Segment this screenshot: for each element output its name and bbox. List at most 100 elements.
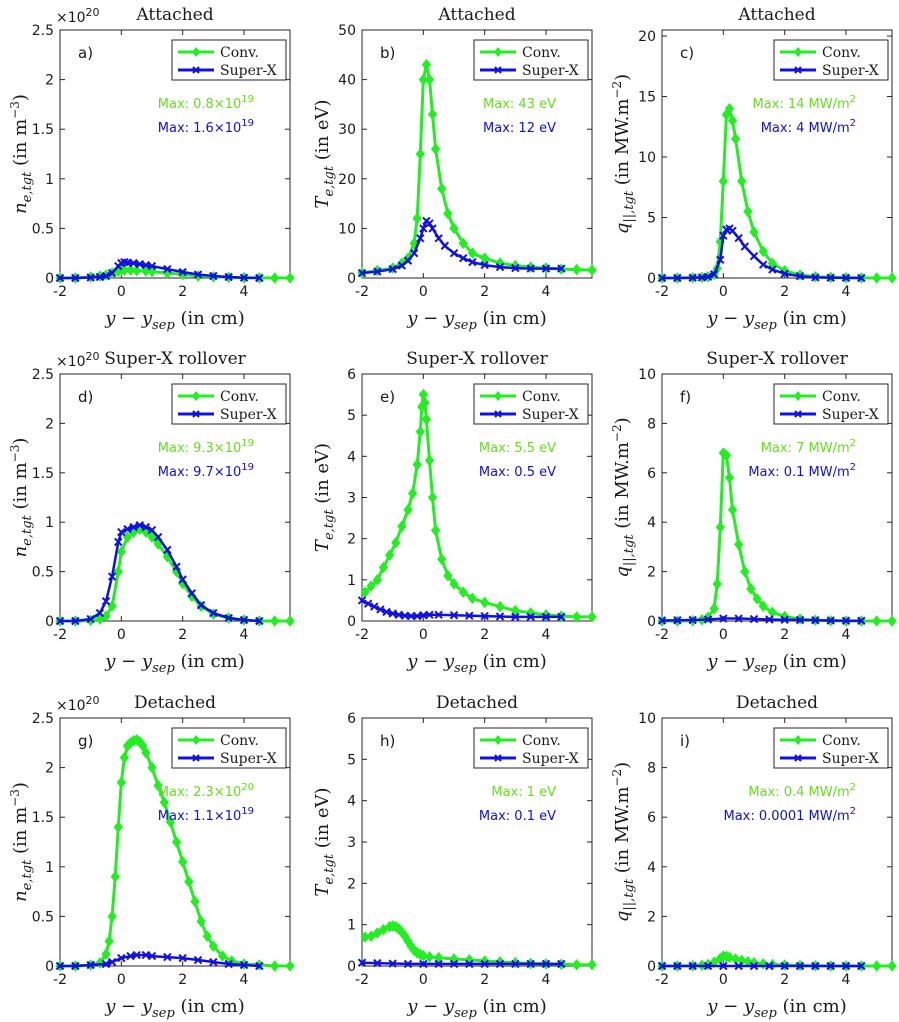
y-tick-label: 2: [347, 532, 356, 548]
legend-box: [773, 39, 889, 81]
data-point: [758, 600, 768, 612]
data-point: [740, 565, 750, 578]
y-tick-label: 2.5: [32, 711, 54, 727]
max-annotation-conv: Max: 0.4 MW/m2: [748, 782, 856, 800]
legend-box: [473, 727, 589, 769]
data-point: [737, 175, 747, 188]
legend-marker-conv: [494, 391, 502, 401]
y-tick-label: 0.5: [32, 221, 54, 237]
x-tick-label: -2: [53, 284, 67, 300]
data-point: [495, 612, 505, 621]
max-annotation-conv: Max: 9.3×1019: [158, 438, 254, 456]
data-point: [495, 959, 505, 969]
x-tick-label: 0: [419, 627, 428, 643]
y-tick-label: 0: [647, 614, 656, 630]
max-annotation-superx: Max: 4 MW/m2: [761, 118, 856, 136]
data-point: [107, 957, 117, 967]
data-point: [95, 272, 105, 282]
series-superx: [55, 950, 264, 971]
data-point: [749, 961, 759, 971]
x-tick-label: 2: [780, 972, 789, 988]
data-point: [357, 596, 367, 605]
data-point: [437, 553, 447, 566]
data-point: [196, 600, 206, 610]
y-tick-label: 6: [347, 367, 356, 383]
data-point: [480, 596, 490, 609]
data-point: [719, 614, 728, 623]
data-point: [688, 615, 697, 625]
y-tick-label: 20: [338, 172, 356, 188]
x-tick-label: 0: [719, 972, 728, 988]
series-superx: [357, 216, 566, 278]
data-point: [95, 608, 105, 618]
x-tick-label: 2: [480, 284, 489, 300]
data-point: [826, 616, 835, 625]
legend: Conv. Super-X: [171, 39, 287, 81]
data-point: [113, 565, 123, 578]
legend: Conv. Super-X: [773, 39, 889, 81]
data-point: [141, 260, 151, 270]
legend-label-superx: Super-X: [522, 407, 579, 423]
data-point: [132, 950, 141, 960]
data-point: [187, 589, 197, 598]
y-tick-label: 0: [45, 959, 54, 975]
data-point: [193, 955, 203, 965]
max-annotation-conv: Max: 43 eV: [483, 97, 556, 112]
y-multiplier: ×1020: [56, 6, 100, 26]
data-point: [749, 614, 759, 624]
legend-marker-conv: [494, 735, 502, 745]
x-tick-label: 2: [178, 284, 187, 300]
x-tick-label: 2: [780, 284, 789, 300]
data-point: [224, 613, 233, 623]
y-tick-label: 1: [347, 573, 356, 589]
data-point: [712, 578, 722, 590]
y-tick-label: 6: [647, 466, 656, 482]
data-point: [71, 273, 80, 283]
data-point: [165, 816, 176, 828]
data-point: [117, 953, 126, 963]
data-point: [572, 611, 582, 623]
max-annotation-superx: Max: 1.6×1019: [158, 118, 254, 136]
max-annotation-conv: Max: 7 MW/m2: [761, 438, 856, 456]
y-tick-label: 0: [45, 614, 54, 630]
y-axis-label: ne,tgt (in m−3): [8, 782, 35, 902]
legend-box: [773, 383, 889, 425]
y-tick-label: 4: [347, 449, 356, 465]
data-point: [153, 532, 163, 542]
data-point: [178, 575, 187, 584]
data-point: [239, 273, 249, 282]
data-point: [465, 611, 474, 620]
data-point: [449, 959, 459, 969]
y-axis-label: q||,tgt (in MW.m−2): [610, 762, 637, 922]
y-tick-label: 1: [347, 918, 356, 934]
data-point: [587, 611, 597, 623]
x-tick-label: -2: [355, 284, 369, 300]
data-point: [587, 264, 597, 276]
legend-box: [473, 39, 589, 81]
x-tick-label: 0: [117, 284, 126, 300]
data-point: [724, 102, 735, 115]
legend-label-superx: Super-X: [522, 63, 579, 79]
data-point: [495, 600, 505, 613]
data-point: [443, 569, 453, 582]
legend: Conv. Super-X: [473, 727, 589, 769]
data-point: [427, 108, 438, 121]
legend-label-conv: Conv.: [220, 733, 259, 749]
data-point: [403, 959, 413, 969]
data-point: [430, 524, 441, 537]
data-point: [421, 413, 432, 426]
data-point: [728, 226, 737, 236]
y-tick-label: 2: [45, 416, 54, 432]
data-point: [467, 592, 478, 605]
y-tick-label: 15: [638, 90, 656, 106]
data-point: [541, 612, 551, 622]
data-point: [727, 114, 738, 127]
y-tick-label: 0: [347, 614, 356, 630]
data-point: [437, 182, 447, 195]
y-tick-label: 3: [347, 835, 356, 851]
data-point: [468, 257, 477, 267]
data-point: [557, 959, 566, 969]
